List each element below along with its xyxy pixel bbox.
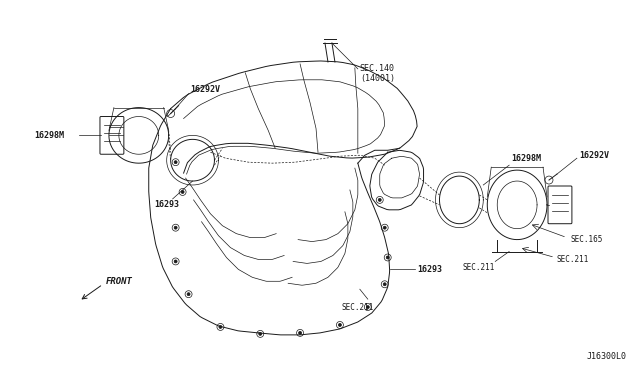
Text: 16293: 16293 bbox=[155, 201, 180, 209]
Circle shape bbox=[339, 324, 341, 327]
Text: SEC.165: SEC.165 bbox=[571, 235, 604, 244]
Circle shape bbox=[187, 293, 190, 296]
Text: (14001): (14001) bbox=[360, 74, 395, 83]
Circle shape bbox=[378, 198, 381, 201]
Circle shape bbox=[174, 226, 177, 229]
Text: SEC.140: SEC.140 bbox=[360, 64, 395, 73]
Circle shape bbox=[174, 260, 177, 263]
Text: J16300L0: J16300L0 bbox=[587, 352, 627, 361]
Circle shape bbox=[259, 333, 262, 336]
Circle shape bbox=[366, 306, 369, 309]
Text: 16292V: 16292V bbox=[579, 151, 609, 160]
Text: 16298M: 16298M bbox=[35, 131, 64, 140]
Circle shape bbox=[219, 326, 222, 328]
Text: SEC.211: SEC.211 bbox=[342, 302, 374, 312]
Circle shape bbox=[383, 283, 386, 286]
Text: 16298M: 16298M bbox=[511, 154, 541, 163]
Text: SEC.211: SEC.211 bbox=[557, 255, 589, 264]
Circle shape bbox=[383, 226, 386, 229]
Text: 16293: 16293 bbox=[417, 265, 443, 274]
Circle shape bbox=[299, 331, 301, 334]
Text: 16292V: 16292V bbox=[191, 85, 221, 94]
Text: FRONT: FRONT bbox=[106, 277, 133, 286]
Circle shape bbox=[174, 161, 177, 164]
Text: SEC.211: SEC.211 bbox=[462, 263, 495, 272]
Circle shape bbox=[386, 256, 389, 259]
Circle shape bbox=[181, 190, 184, 193]
